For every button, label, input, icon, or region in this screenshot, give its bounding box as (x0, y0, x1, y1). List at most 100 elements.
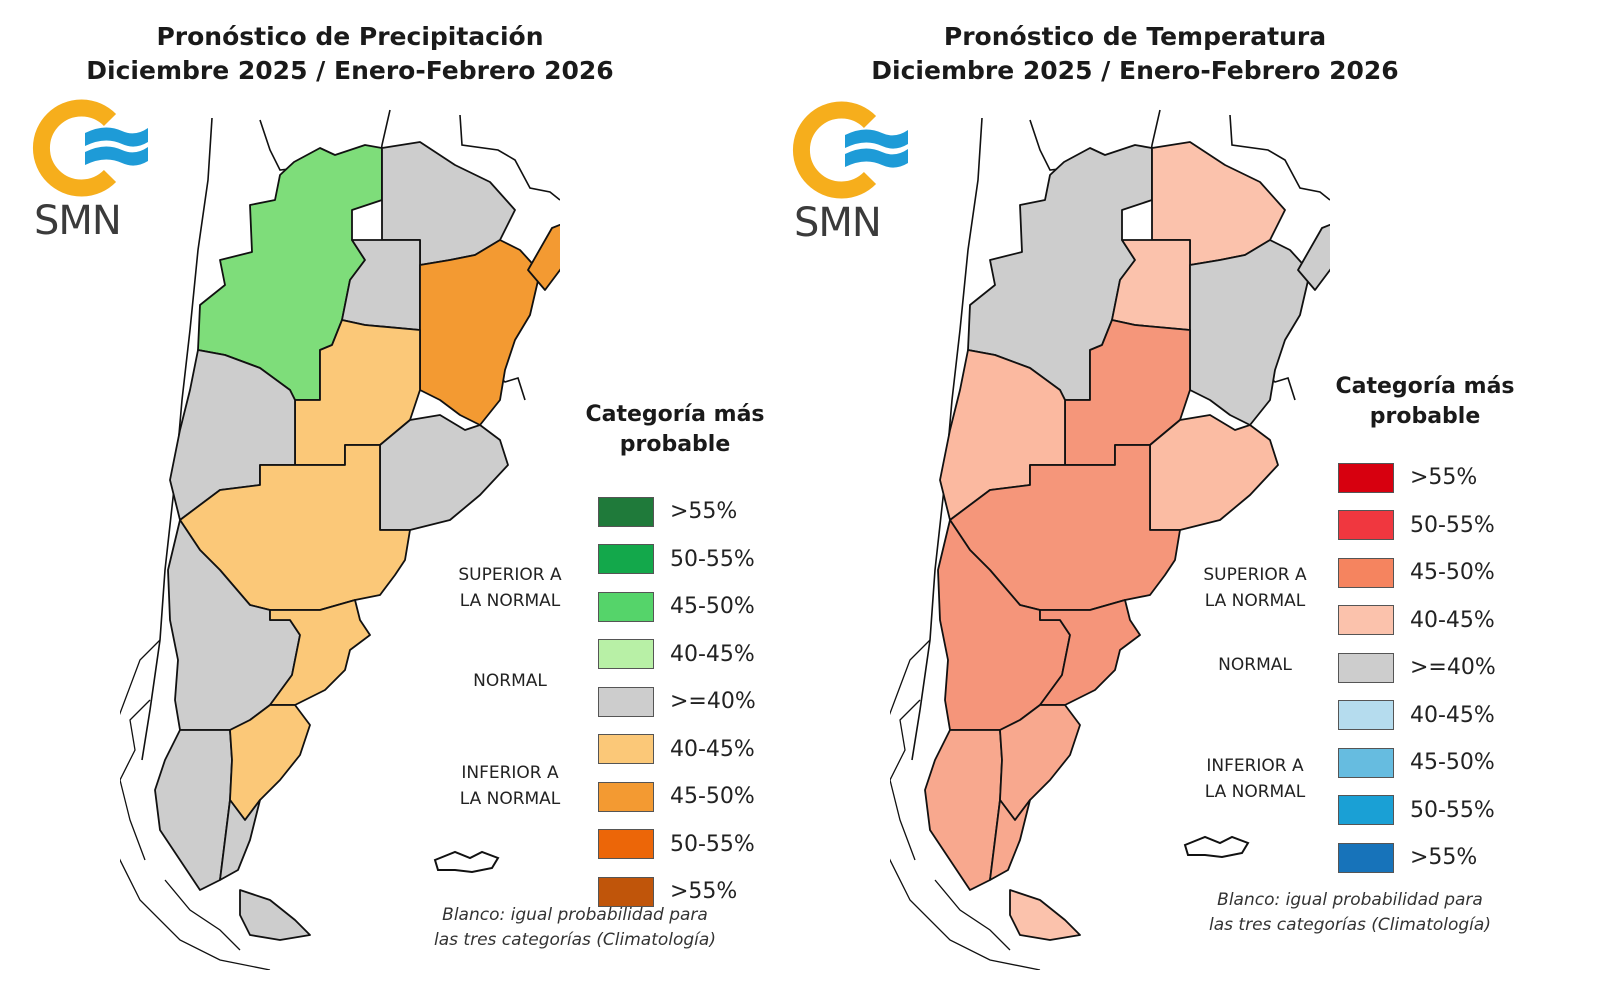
temperature-panel: Pronóstico de Temperatura Diciembre 2025… (780, 0, 1600, 1000)
legend-label: 45-50% (670, 594, 755, 620)
smn-logo: SMN (30, 98, 160, 248)
region-litoral (1189, 239, 1311, 426)
climatology-note: Blanco: igual probabilidad para las tres… (1180, 888, 1520, 938)
region-patagonia-east (269, 599, 371, 706)
logo-text: SMN (794, 200, 882, 246)
malvinas-islands (1183, 835, 1250, 859)
note-line-1: Blanco: igual probabilidad para (1217, 890, 1483, 910)
precipitation-legend: Categoría más probable >55% 50-55% 45-50% 4… (570, 400, 780, 916)
legend-swatch (1338, 700, 1394, 731)
legend-swatch (598, 876, 654, 907)
malvinas-islands (433, 850, 500, 874)
legend-item: >55% (1310, 834, 1540, 882)
legend-swatch (598, 591, 654, 622)
category-superior-line-2: LA NORMAL (459, 591, 561, 611)
legend-item: 50-55% (570, 821, 780, 869)
legend-swatch (598, 686, 654, 717)
region-santa-cruz-east (229, 704, 311, 821)
legend-item: 40-45% (570, 631, 780, 679)
region-buenos-aires-east (379, 414, 509, 531)
legend-item: 40-45% (570, 726, 780, 774)
legend-swatch (598, 734, 654, 765)
region-patagonia-east (1039, 599, 1141, 706)
region-santa-cruz-south (989, 799, 1031, 881)
region-misiones (527, 223, 560, 291)
legend-swatch (598, 496, 654, 527)
category-inferior-line-2: LA NORMAL (1204, 782, 1306, 802)
legend-label: 40-45% (1410, 607, 1495, 633)
region-santa-cruz-south (219, 799, 261, 881)
legend-label: 50-55% (670, 831, 755, 857)
legend-label: 40-45% (1410, 702, 1495, 728)
legend-swatch (598, 639, 654, 670)
title-line-2: Diciembre 2025 / Enero-Febrero 2026 (86, 56, 614, 85)
note-line-2: las tres categorías (Climatología) (434, 930, 716, 950)
region-santa-cruz-west (924, 729, 1003, 891)
region-buenos-aires-east (1149, 414, 1279, 531)
logo-text: SMN (34, 198, 122, 244)
legend-label: >55% (670, 879, 738, 905)
legend-swatch (1338, 652, 1394, 683)
legend-swatch (1338, 842, 1394, 873)
note-line-2: las tres categorías (Climatología) (1209, 915, 1491, 935)
category-inferior: INFERIOR A LA NORMAL (440, 760, 580, 812)
legend-swatch (598, 781, 654, 812)
legend-label: 40-45% (670, 641, 755, 667)
title-line-1: Pronóstico de Precipitación (156, 22, 544, 51)
legend-item: 50-55% (570, 536, 780, 584)
legend-swatch (598, 544, 654, 575)
legend-item: 45-50% (1310, 739, 1540, 787)
legend-item: 40-45% (1310, 692, 1540, 740)
legend-swatch (1338, 462, 1394, 493)
precipitation-panel: Pronóstico de Precipitación Diciembre 20… (0, 0, 780, 1000)
category-superior: SUPERIOR A LA NORMAL (1180, 562, 1330, 614)
legend-label: >=40% (1410, 655, 1496, 681)
legend-label: >=40% (670, 689, 756, 715)
chile-coastline (890, 639, 1041, 970)
legend-item: 45-50% (570, 773, 780, 821)
category-inferior-line-1: INFERIOR A (461, 763, 559, 783)
legend-item: 50-55% (1310, 502, 1540, 550)
legend-label: 50-55% (1410, 797, 1495, 823)
title-line-2: Diciembre 2025 / Enero-Febrero 2026 (871, 56, 1399, 85)
category-superior-line-2: LA NORMAL (1204, 591, 1306, 611)
legend-title-line-2: probable (1369, 404, 1481, 429)
legend-swatch (1338, 747, 1394, 778)
region-tierra-del-fuego (1009, 889, 1081, 941)
climatology-note: Blanco: igual probabilidad para las tres… (400, 903, 750, 953)
legend-label: >55% (1410, 465, 1478, 491)
argentina-precipitation-map (120, 109, 560, 970)
legend-item: >=40% (570, 678, 780, 726)
legend-item: >55% (570, 868, 780, 916)
legend-item: 40-45% (1310, 597, 1540, 645)
legend-item: >55% (570, 488, 780, 536)
legend-item: 45-50% (570, 583, 780, 631)
legend-label: 45-50% (1410, 750, 1495, 776)
region-tierra-del-fuego (239, 889, 311, 941)
category-inferior: INFERIOR A LA NORMAL (1180, 753, 1330, 805)
legend-title-line-1: Categoría más (1335, 374, 1515, 399)
region-litoral (419, 239, 541, 426)
category-superior-line-1: SUPERIOR A (1203, 565, 1307, 585)
temperature-legend: Categoría más probable >55% 50-55% 45-50% 4… (1310, 372, 1540, 882)
legend-label: 50-55% (1410, 512, 1495, 538)
smn-logo: SMN (790, 100, 920, 250)
note-line-1: Blanco: igual probabilidad para (442, 905, 708, 925)
legend-label: 45-50% (670, 784, 755, 810)
category-inferior-line-1: INFERIOR A (1206, 756, 1304, 776)
category-superior: SUPERIOR A LA NORMAL (440, 562, 580, 614)
smn-sun-waves-icon (792, 101, 908, 199)
title-line-1: Pronóstico de Temperatura (943, 22, 1327, 51)
legend-title: Categoría más probable (1310, 372, 1540, 432)
legend-title-line-1: Categoría más (585, 402, 765, 427)
legend-label: >55% (670, 499, 738, 525)
region-santa-cruz-west (154, 729, 233, 891)
category-normal: NORMAL (1218, 655, 1292, 675)
argentina-temperature-map (890, 109, 1330, 970)
legend-swatch (1338, 557, 1394, 588)
chile-coastline (120, 639, 271, 970)
legend-item: >=40% (1310, 644, 1540, 692)
region-santa-cruz-east (999, 704, 1081, 821)
legend-title-line-2: probable (619, 432, 731, 457)
legend-label: >55% (1410, 845, 1478, 871)
